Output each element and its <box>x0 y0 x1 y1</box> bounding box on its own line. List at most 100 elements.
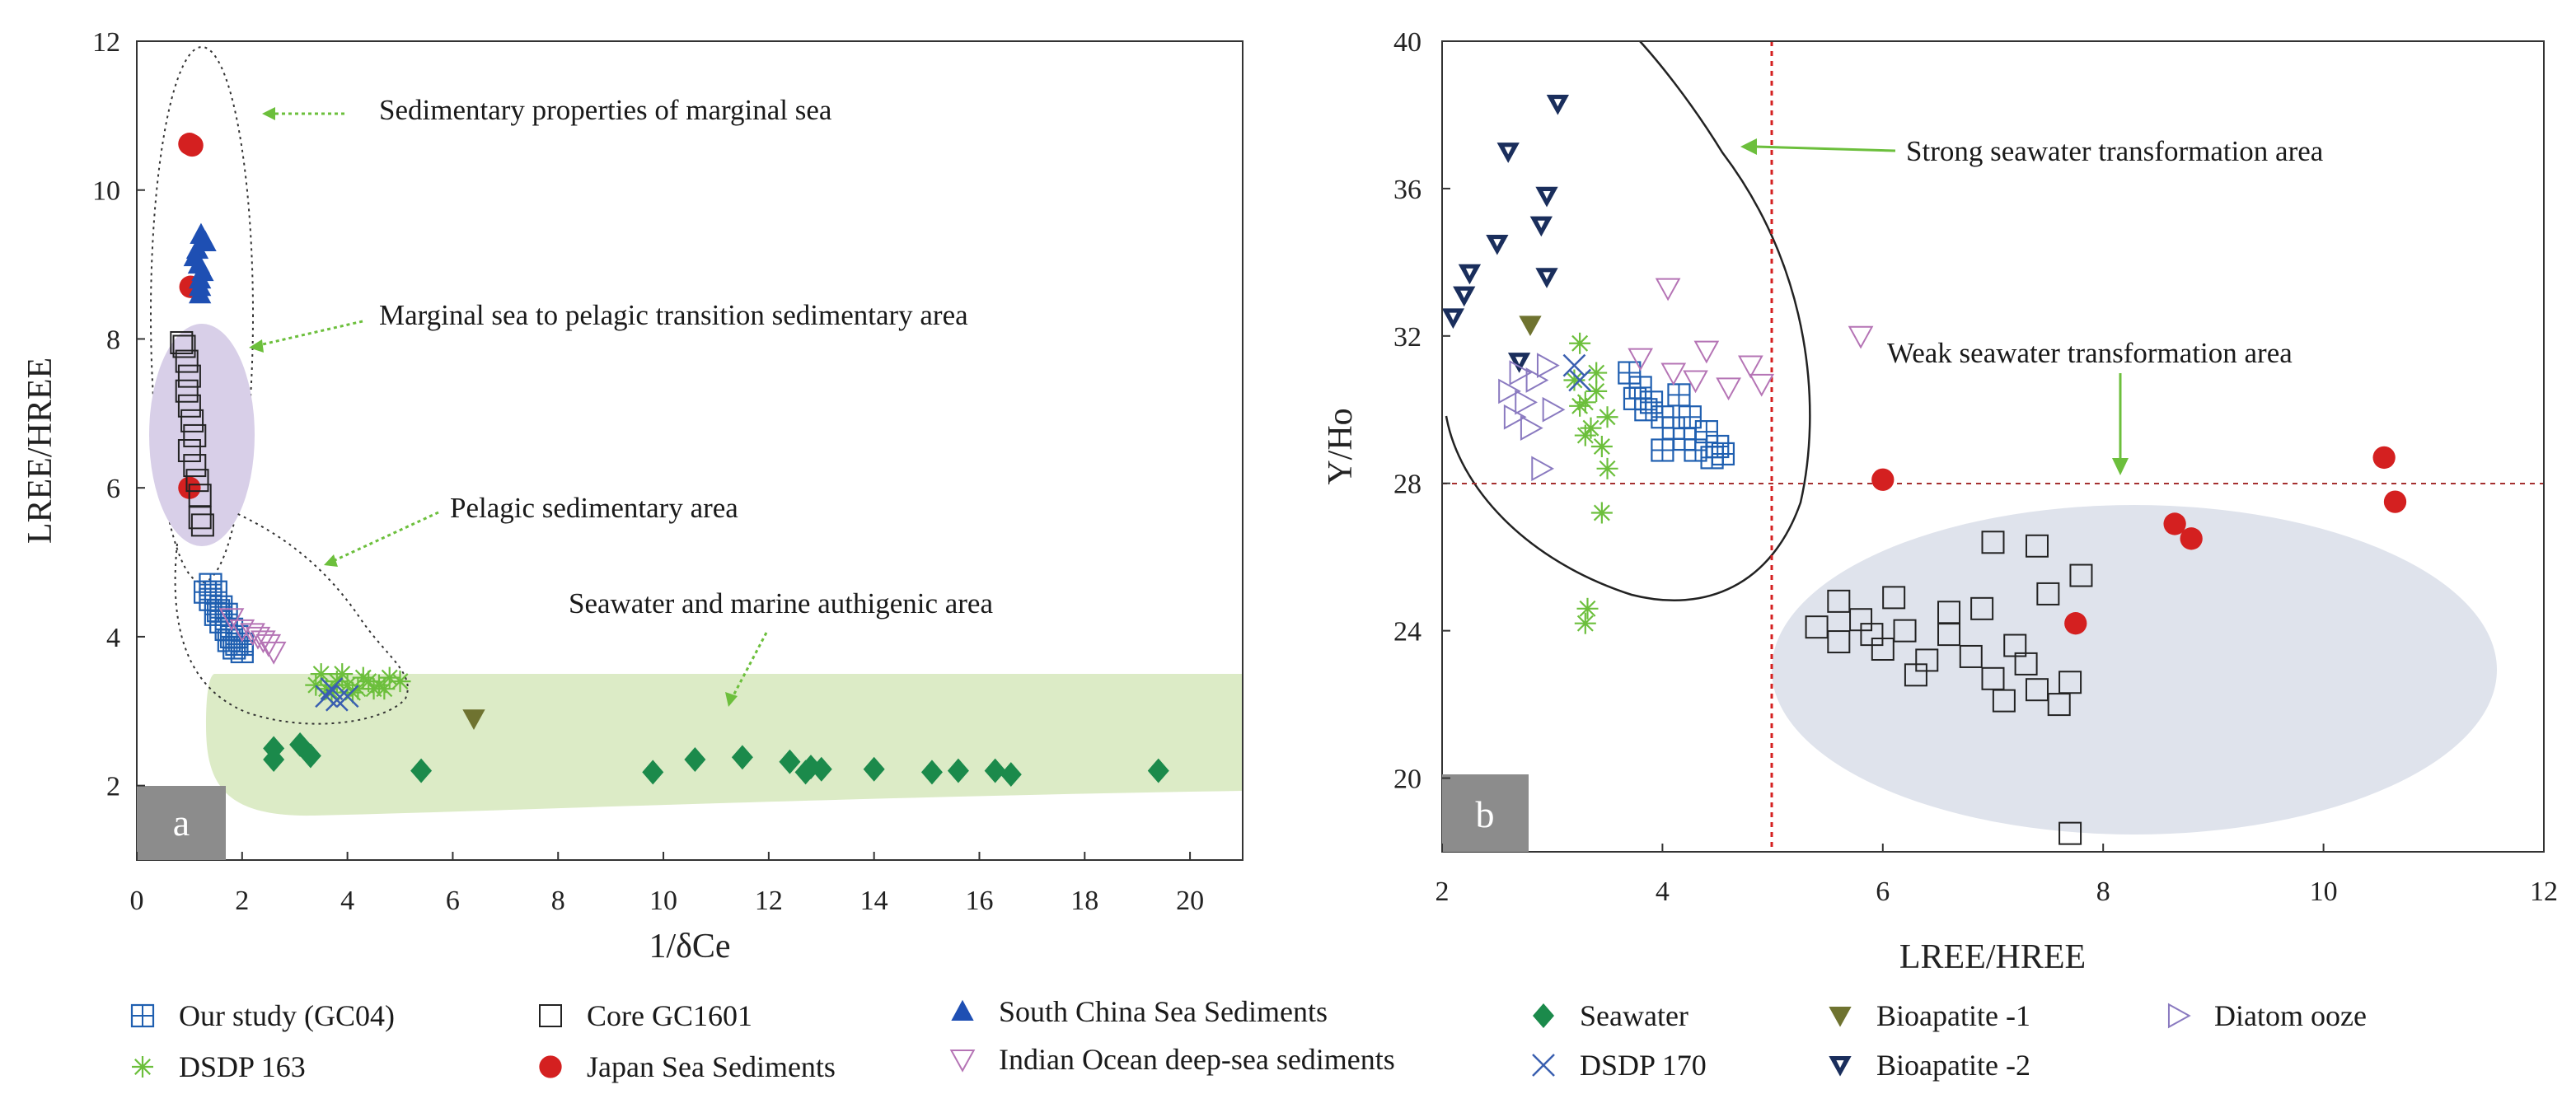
point-indian-ocean-deep-sea-sediments-6 <box>251 630 276 654</box>
point-seawater-3 <box>299 743 321 769</box>
point-core-gc1601-11 <box>188 506 212 530</box>
point-seawater-5 <box>642 760 664 785</box>
point-seawater-14 <box>947 758 969 783</box>
legend-label: South China Sea Sediments <box>999 995 1328 1028</box>
legend-marker-dsdp-170 <box>1532 1054 1555 1077</box>
point-bioapatite-2-3 <box>1486 234 1509 255</box>
series-bioapatite-2 <box>1441 94 1570 373</box>
point-core-gc1601-6 <box>183 423 207 447</box>
point-diatom-ooze-8 <box>1542 396 1566 423</box>
y-tick-label: 6 <box>106 474 120 504</box>
legend-marker-indian-ocean-deep-sea-sediments <box>949 1049 976 1073</box>
point-core-gc1601-8 <box>183 454 207 478</box>
point-indian-ocean-deep-sea-sediments-5 <box>240 623 265 647</box>
point-core-gc1601-16 <box>1981 531 2005 554</box>
legend-marker-seawater <box>1533 1003 1554 1028</box>
a-annotations: Sedimentary properties of marginal sea M… <box>249 94 993 707</box>
legend-label: Our study (GC04) <box>179 999 395 1032</box>
point-dsdp-163-9 <box>310 663 332 685</box>
point-indian-ocean-deep-sea-sediments-5 <box>1749 373 1775 397</box>
a-y-ticks: 2 4 6 8 10 12 <box>92 27 145 802</box>
arrow-transition <box>255 320 363 348</box>
x-tick-label: 14 <box>860 886 888 916</box>
point-core-gc1601-23 <box>2014 652 2038 676</box>
point-dsdp-163-13 <box>1574 424 1596 446</box>
legend-label: Bioapatite -2 <box>1876 1049 2030 1082</box>
region-strong-transformation <box>1445 40 1811 601</box>
series-dsdp-170 <box>315 677 359 712</box>
x-tick-label: 0 <box>130 886 144 916</box>
point-diatom-ooze-7 <box>1536 353 1560 378</box>
x-tick-label: 6 <box>446 886 460 916</box>
point-core-gc1601-10 <box>2025 678 2049 702</box>
point-dsdp-170-2 <box>335 685 359 708</box>
arrowhead-transition <box>249 339 264 353</box>
y-tick-label: 4 <box>106 623 120 653</box>
point-bioapatite-2-1 <box>1453 286 1476 307</box>
point-core-gc1601-10 <box>188 484 212 507</box>
point-core-gc1601-0 <box>1805 615 1829 639</box>
point-dsdp-163-13 <box>352 666 374 689</box>
point-seawater-15 <box>984 758 1006 783</box>
point-indian-ocean-deep-sea-sediments-1 <box>1660 362 1687 386</box>
x-tick-label: 2 <box>1436 877 1450 907</box>
y-tick-label: 8 <box>106 325 120 355</box>
point-dsdp-163-4 <box>1585 380 1608 402</box>
series-south-china-sea-sediments <box>183 222 217 304</box>
x-tick-label: 18 <box>1070 886 1098 916</box>
legend-marker-core-gc1601 <box>539 1004 562 1027</box>
legend-item-south-china-sea-sediments: South China Sea Sediments <box>951 995 1328 1028</box>
panel-a-tag: a <box>173 802 190 844</box>
point-bioapatite-1-0 <box>1519 316 1542 337</box>
point-dsdp-170-3 <box>320 677 344 701</box>
point-core-gc1601-7 <box>177 439 201 462</box>
panel-a-x-axis-label: 1/δCe <box>649 928 730 965</box>
point-seawater-8 <box>779 749 801 774</box>
point-dsdp-163-12 <box>321 681 343 704</box>
annotation-strong-transformation: Strong seawater transformation area <box>1906 135 2324 167</box>
point-core-gc1601-22 <box>1992 689 2016 713</box>
point-core-gc1601-3 <box>175 379 199 403</box>
point-core-gc1601-20 <box>1970 596 1994 620</box>
point-dsdp-163-0 <box>1563 369 1585 391</box>
point-diatom-ooze-0 <box>1498 378 1521 404</box>
arrow-pelagic <box>329 511 439 564</box>
point-japan-sea-sediments-0 <box>1871 468 1895 491</box>
legend-item-bioapatite-1: Bioapatite -1 <box>1829 999 2030 1032</box>
point-our-study-gc04-15 <box>1667 383 1691 407</box>
x-tick-label: 8 <box>2096 877 2110 907</box>
point-dsdp-163-11 <box>1585 362 1608 384</box>
region-transition <box>149 324 255 546</box>
y-tick-label: 20 <box>1393 764 1421 795</box>
point-core-gc1601-21 <box>2058 821 2082 845</box>
point-diatom-ooze-5 <box>1525 367 1549 393</box>
point-core-gc1601-15 <box>1937 601 1961 624</box>
point-indian-ocean-deep-sea-sediments-2 <box>245 626 271 650</box>
y-tick-label: 24 <box>1393 617 1421 648</box>
point-dsdp-170-0 <box>1562 353 1586 377</box>
point-south-china-sea-sediments-7 <box>194 230 217 252</box>
arrow-seawater-authigenic <box>730 632 768 699</box>
point-core-gc1601-13 <box>1827 589 1851 613</box>
point-japan-sea-sediments-1 <box>2064 612 2087 635</box>
point-core-gc1601-18 <box>2036 582 2060 605</box>
point-dsdp-170-1 <box>1568 368 1592 392</box>
point-japan-sea-sediments-5 <box>2383 490 2407 513</box>
point-dsdp-163-9 <box>1590 502 1613 524</box>
point-dsdp-163-10 <box>1569 395 1591 417</box>
x-tick-label: 6 <box>1876 877 1890 907</box>
legend-label: Core GC1601 <box>587 999 752 1032</box>
point-seawater-4 <box>410 758 433 783</box>
legend: Our study (GC04) DSDP 163 Core GC1601 Japan… <box>130 995 2367 1083</box>
point-seawater-13 <box>920 760 943 785</box>
point-diatom-ooze-4 <box>1520 415 1543 441</box>
point-seawater-17 <box>1147 758 1169 783</box>
legend-item-diatom-ooze: Diatom ooze <box>2167 999 2367 1032</box>
point-seawater-6 <box>684 747 706 772</box>
point-seawater-16 <box>1000 762 1022 788</box>
point-bioapatite-1-0 <box>462 709 485 730</box>
region-marginal-sea <box>150 46 254 583</box>
b-x-ticks: 2 4 6 8 10 12 <box>1436 844 2558 907</box>
legend-item-seawater: Seawater <box>1533 999 1688 1032</box>
